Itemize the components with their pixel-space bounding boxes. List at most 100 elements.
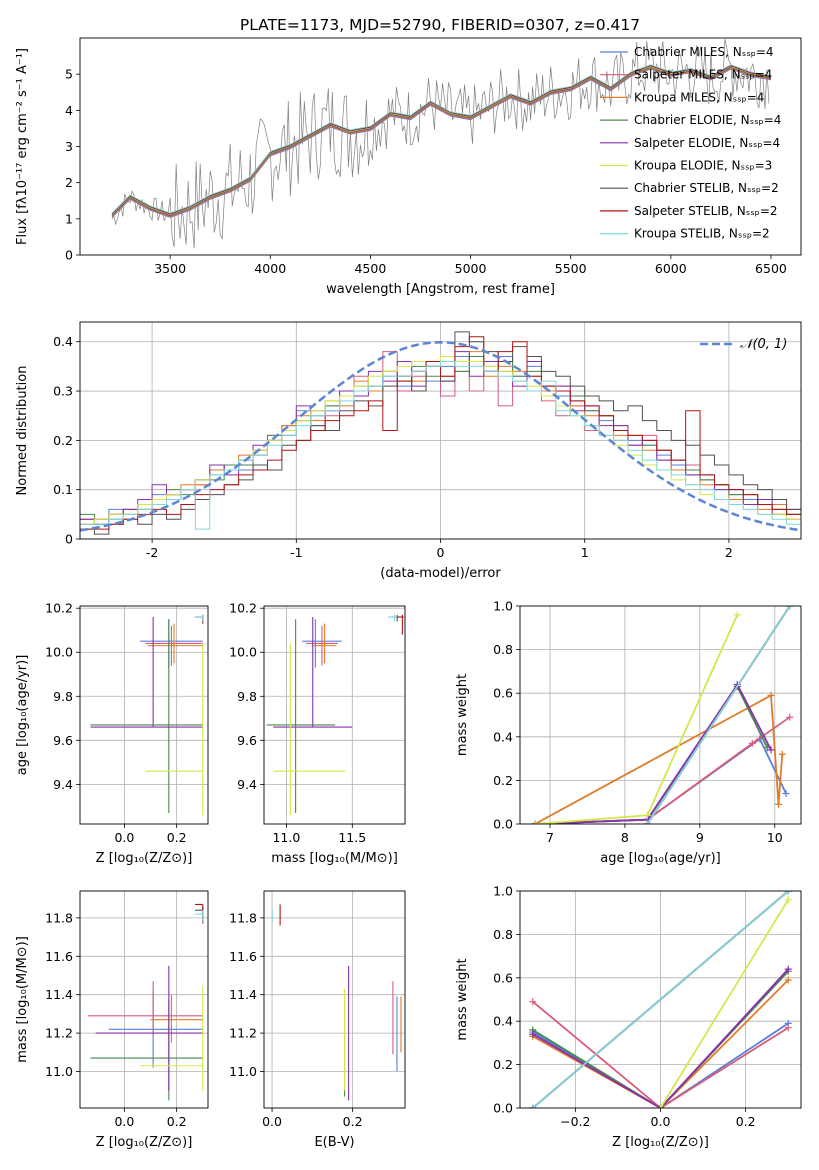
y-tick-label: 0.2 <box>53 433 73 448</box>
x-tick-label: 4000 <box>254 261 286 276</box>
x-tick-label: 7 <box>546 830 554 845</box>
weight-line <box>646 606 791 824</box>
y-tick-label: 9.6 <box>53 733 73 748</box>
weight-line <box>532 968 789 1108</box>
axes-frame <box>263 890 406 1109</box>
y-tick-label: 0.4 <box>493 729 513 744</box>
x-tick-label: 0.2 <box>167 830 187 845</box>
x-tick-label: 0 <box>437 545 445 560</box>
weight-line <box>659 899 789 1108</box>
y-tick-label: 0.4 <box>493 1014 513 1029</box>
y-tick-label: 0 <box>65 248 73 263</box>
y-tick-label: 0.1 <box>53 482 73 497</box>
y-tick-label: 0 <box>65 532 73 547</box>
y-tick-label: 0.0 <box>493 817 513 832</box>
x-axis-label: Z [log₁₀(Z/Z⊙)] <box>612 1135 709 1150</box>
x-tick-label: 0.0 <box>262 1114 282 1129</box>
x-tick-label: 6500 <box>755 261 787 276</box>
y-tick-label: 11.2 <box>45 1026 73 1041</box>
weight-marker <box>643 811 651 819</box>
y-tick-label: 9.4 <box>53 777 73 792</box>
y-tick-label: 11.4 <box>229 987 257 1002</box>
y-axis-label: Normed distribution <box>15 366 30 496</box>
plot-area <box>111 39 772 249</box>
legend-label: Chabrier STELIB, Nₛₛₚ=2 <box>634 181 779 195</box>
y-tick-label: 3 <box>65 139 73 154</box>
x-tick-label: 5500 <box>555 261 587 276</box>
y-tick-label: 11.0 <box>45 1064 73 1079</box>
weight-marker <box>784 976 792 984</box>
figure-title: PLATE=1173, MJD=52790, FIBERID=0307, z=0… <box>240 16 640 34</box>
weight-line <box>532 970 789 1108</box>
weight-marker <box>767 691 775 699</box>
x-tick-label: 0.0 <box>114 1114 134 1129</box>
x-tick-label: 2 <box>725 545 733 560</box>
weight-marker <box>786 606 794 610</box>
y-tick-label: 2 <box>65 175 73 190</box>
y-tick-label: 0.4 <box>53 334 73 349</box>
x-tick-label: 0.2 <box>343 1114 363 1129</box>
legend-label: Kroupa ELODIE, Nₛₛₚ=3 <box>634 159 772 173</box>
x-axis-label: E(B-V) <box>314 1135 354 1150</box>
x-tick-label: 0.0 <box>651 1114 671 1129</box>
y-tick-label: 11.8 <box>45 910 73 925</box>
y-tick-label: 11.8 <box>229 910 257 925</box>
residuals-panel: -2 -1 0 1 2 0 0.1 0.2 0.3 0.4 (data-model)/error No… <box>15 321 802 581</box>
x-tick-label: 0.2 <box>736 1114 756 1129</box>
y-tick-label: 0.6 <box>493 686 513 701</box>
x-tick-label: 3500 <box>154 261 186 276</box>
y-tick-label: 4 <box>65 103 73 118</box>
legend-label: Kroupa STELIB, Nₛₛₚ=2 <box>634 227 770 241</box>
weight-line <box>534 737 787 824</box>
x-axis-label: Z [log₁₀(Z/Z⊙)] <box>96 851 193 866</box>
weight-line <box>532 1000 789 1108</box>
weight-marker <box>531 820 539 824</box>
legend-label: Chabrier MILES, Nₛₛₚ=4 <box>634 45 774 59</box>
weight-line <box>534 693 784 824</box>
model-spectrum-line <box>111 66 772 217</box>
z-weight-panel: −0.2 0.0 0.2 0.0 0.2 0.4 0.6 0.8 1.0 Z [log₁₀(Z/Z… <box>455 884 802 1150</box>
axes-frame <box>79 605 209 825</box>
model-spectrum-line <box>111 68 772 218</box>
y-tick-label: 1.0 <box>493 884 513 899</box>
axes-frame <box>519 890 802 1109</box>
weight-marker <box>782 789 790 797</box>
axes-frame <box>263 605 406 825</box>
z-age-panel: 0.0 0.2 9.4 9.6 9.8 10.0 10.2 Z [log₁₀(Z/Z⊙)] ag… <box>15 601 209 866</box>
y-tick-label: 0.3 <box>53 384 73 399</box>
y-tick-label: 10.0 <box>229 645 257 660</box>
legend-label: Salpeter MILES, Nₛₛₚ=4 <box>634 68 772 82</box>
y-tick-label: 1 <box>65 211 73 226</box>
y-tick-label: 11.0 <box>229 1064 257 1079</box>
y-tick-label: 0.2 <box>493 1057 513 1072</box>
model-spectrum-line <box>111 65 772 215</box>
y-tick-label: 0.6 <box>493 970 513 985</box>
model-spectrum-line <box>111 64 772 215</box>
y-tick-label: 0.8 <box>493 927 513 942</box>
y-tick-label: 11.6 <box>229 949 257 964</box>
y-tick-label: 0.2 <box>493 773 513 788</box>
x-tick-label: 0.0 <box>114 830 134 845</box>
weight-marker <box>784 896 792 904</box>
weight-line <box>532 1022 789 1108</box>
weight-line <box>534 716 791 824</box>
y-tick-label: 10.2 <box>45 601 73 616</box>
weight-marker <box>529 1030 537 1038</box>
normal-curve <box>80 340 801 532</box>
x-tick-label: 1 <box>581 545 589 560</box>
weight-line <box>534 684 769 824</box>
y-tick-label: 10.2 <box>229 601 257 616</box>
age-weight-panel: 7 8 9 10 0.0 0.2 0.4 0.6 0.8 1.0 age [log₁₀(age/yr… <box>455 599 802 866</box>
weight-line <box>534 682 772 824</box>
axes-frame <box>79 37 802 256</box>
y-axis-label: age [log₁₀(age/yr)] <box>15 655 30 776</box>
legend-label: Salpeter ELODIE, Nₛₛₚ=4 <box>634 136 780 150</box>
weight-marker <box>657 1104 664 1108</box>
y-tick-label: 0.8 <box>493 642 513 657</box>
weight-line <box>532 891 789 1108</box>
weight-marker <box>529 1104 537 1108</box>
histogram-step-line <box>80 356 801 525</box>
weight-line <box>534 614 739 824</box>
y-tick-label: 9.4 <box>237 777 257 792</box>
